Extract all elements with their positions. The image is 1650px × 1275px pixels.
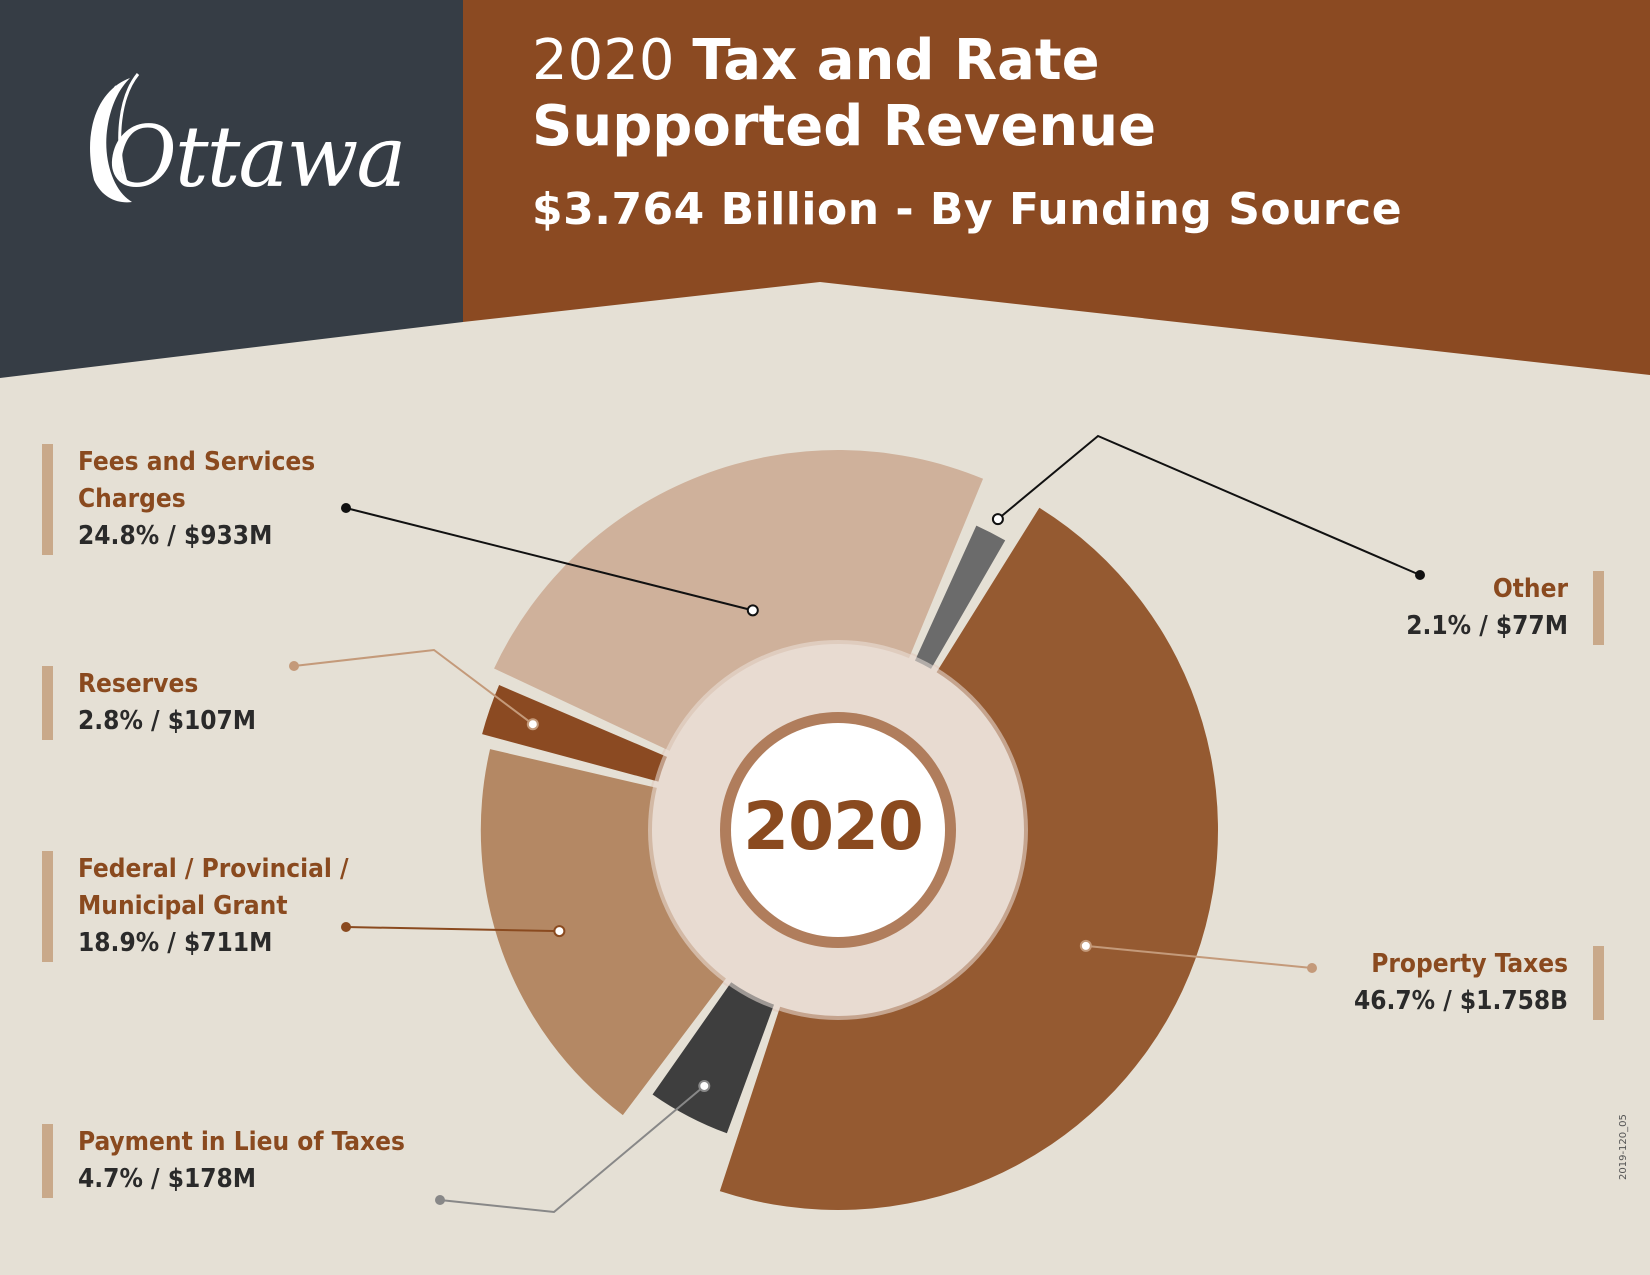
legend-grants-name-2: Municipal Grant (78, 891, 288, 921)
ottawa-logo: Ottawa (68, 70, 406, 210)
legend-pilt-value: 4.7% / $178M (78, 1164, 257, 1194)
leader-anchor (1079, 939, 1092, 952)
legend-bar (1593, 946, 1604, 1020)
legend-fees-name-1: Fees and Services (78, 447, 316, 477)
slice-payment-in-lieu-of-taxes (652, 982, 775, 1134)
leader-end-dot (289, 661, 299, 671)
leader-line (345, 507, 754, 612)
header-brown-panel (463, 0, 1650, 375)
leader-line (345, 926, 560, 933)
leader-end-dot (1307, 963, 1317, 973)
leader-line (1085, 944, 1313, 969)
legend-bar (42, 1124, 53, 1198)
legend-fees: Fees and Services Charges 24.8% / $933M (42, 444, 315, 555)
leader-anchor (553, 925, 566, 938)
slice-reserves (482, 685, 667, 782)
title-main: Tax and Rate (692, 28, 1100, 93)
legend-fees-name-2: Charges (78, 484, 186, 514)
slice-property-taxes (719, 507, 1219, 1211)
leader-line (997, 434, 1421, 576)
leader-end-dot (341, 503, 351, 513)
leader-anchor (698, 1079, 711, 1092)
leader-end-dot (1415, 570, 1425, 580)
legend-pilt-name: Payment in Lieu of Taxes (78, 1127, 405, 1157)
center-year-label: 2020 (743, 788, 924, 865)
slice-other (914, 525, 1006, 669)
legend-grants-value: 18.9% / $711M (78, 928, 273, 958)
document-code: 2019-120_05 (1618, 1114, 1629, 1180)
legend-pilt: Payment in Lieu of Taxes 4.7% / $178M (42, 1124, 405, 1198)
leader-anchor (526, 718, 539, 731)
logo-swoosh-icon (90, 73, 140, 203)
slice-fees-and-services-charges (494, 450, 984, 751)
page-subtitle: $3.764 Billion - By Funding Source (532, 184, 1403, 235)
legend-other: Other 2.1% / $77M (1406, 571, 1604, 645)
leader-end-dot (435, 1195, 445, 1205)
legend-bar (1593, 571, 1604, 645)
logo-wordmark: Ottawa (108, 108, 406, 206)
title-line2: Supported Revenue (532, 94, 1157, 159)
legend-other-name: Other (1492, 574, 1568, 604)
leader-line (293, 648, 534, 726)
legend-fees-value: 24.8% / $933M (78, 521, 273, 551)
legend-property-taxes-value: 46.7% / $1.758B (1353, 986, 1568, 1016)
center-disc (731, 723, 945, 937)
legend-bar (42, 851, 53, 962)
legend-grants-name-1: Federal / Provincial / (78, 854, 349, 884)
page-title: 2020 Tax and Rate Supported Revenue $3.7… (532, 28, 1402, 238)
legend-other-value: 2.1% / $77M (1406, 611, 1568, 641)
leader-end-dot (341, 922, 351, 932)
title-year: 2020 (532, 28, 675, 93)
leader-line (439, 1085, 705, 1214)
leader-anchor (746, 604, 759, 617)
legend-reserves-name: Reserves (78, 669, 199, 699)
legend-bar (42, 666, 53, 740)
leader-anchor (991, 513, 1004, 526)
slice-federal-provincial-municipal-grant (480, 749, 726, 1116)
legend-bar (42, 444, 53, 555)
legend-property-taxes-name: Property Taxes (1371, 949, 1568, 979)
legend-property-taxes: Property Taxes 46.7% / $1.758B (1354, 946, 1604, 1020)
legend-reserves-value: 2.8% / $107M (78, 706, 257, 736)
legend-grants: Federal / Provincial / Municipal Grant 1… (42, 851, 349, 962)
legend-reserves: Reserves 2.8% / $107M (42, 666, 256, 740)
